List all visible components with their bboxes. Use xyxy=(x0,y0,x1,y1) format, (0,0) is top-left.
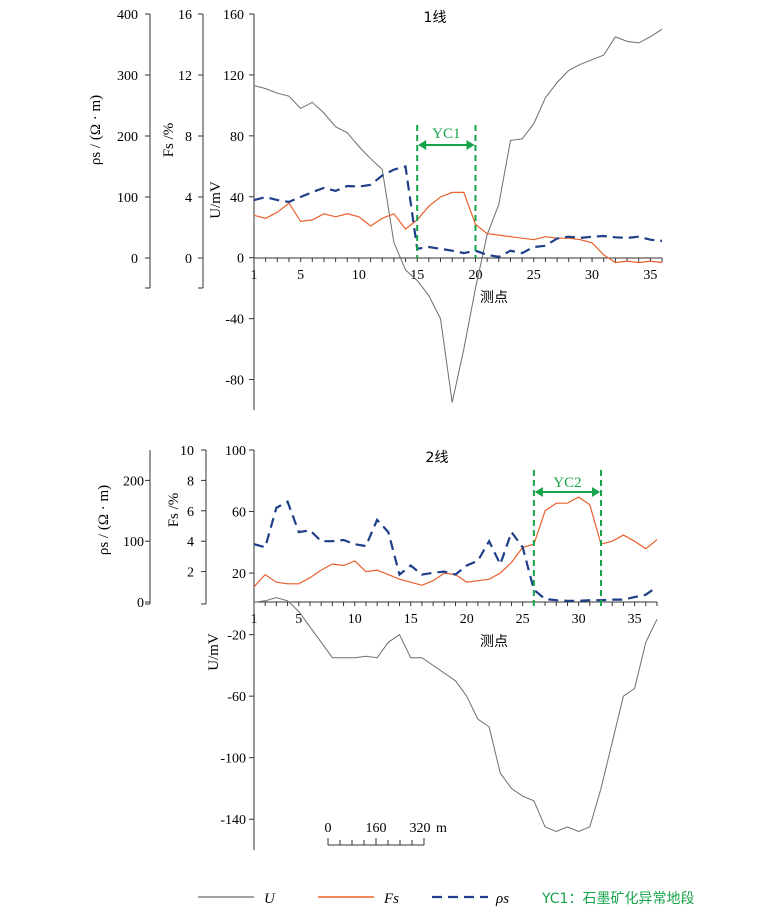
x-axis-tick-label: 25 xyxy=(527,268,541,283)
x-axis-tick-label: 25 xyxy=(516,612,530,627)
scale-bar: 0 160 320 m xyxy=(325,821,447,846)
axis-fs-tick-label: 10 xyxy=(180,444,194,459)
axis-u-tick-label: 60 xyxy=(232,506,246,521)
x-axis-tick-label: 20 xyxy=(468,268,482,283)
axis-u-tick-label: -140 xyxy=(220,813,246,828)
x-axis-tick-label: 30 xyxy=(585,268,599,283)
panel-1-anomaly: YC1 xyxy=(416,125,477,258)
panel-2-xlabel: 测点 xyxy=(480,634,508,650)
axis-fs-tick-label: 16 xyxy=(178,8,192,23)
anomaly-arrow-right xyxy=(592,487,601,497)
axis-u-tick-label: -20 xyxy=(227,629,246,644)
panel-2-u-label: U/mV xyxy=(206,633,222,671)
legend: U Fs ρs YC1：石墨矿化异常地段 xyxy=(198,891,694,907)
panel-1-fs-label: Fs /% xyxy=(161,123,177,158)
axis-rho-tick-label: 100 xyxy=(117,191,138,206)
scale-bar-label-0: 0 xyxy=(325,821,332,836)
anomaly-arrow-left xyxy=(534,487,543,497)
axis-fs-tick-label: 6 xyxy=(187,505,194,520)
series-line-u xyxy=(253,28,663,403)
legend-u-label: U xyxy=(264,891,276,907)
panel-2-title: 2线 xyxy=(426,450,449,466)
series-line-fs xyxy=(253,191,663,264)
x-axis-tick-label: 5 xyxy=(295,612,302,627)
x-axis-tick-label: 35 xyxy=(643,268,657,283)
panel-1-title: 1线 xyxy=(424,10,447,26)
axis-u-tick-label: 100 xyxy=(225,444,246,459)
axis-u-tick-label: -100 xyxy=(220,752,246,767)
axis-u-tick-label: 40 xyxy=(230,191,244,206)
panel-1-xlabel: 测点 xyxy=(480,290,508,306)
panel-2-series xyxy=(253,496,658,833)
axis-u-tick-label: 160 xyxy=(223,8,244,23)
panel-1-series xyxy=(253,28,663,403)
x-axis-tick-label: 10 xyxy=(352,268,366,283)
anomaly-label: YC1 xyxy=(432,126,460,142)
x-axis-tick-label: 10 xyxy=(348,612,362,627)
legend-fs-label: Fs xyxy=(383,891,399,907)
axis-rho-tick-label: 400 xyxy=(117,8,138,23)
x-axis-tick-label: 5 xyxy=(297,268,304,283)
legend-anomaly-label: YC1：石墨矿化异常地段 xyxy=(541,891,694,907)
axis-u-tick-label: 0 xyxy=(237,252,244,267)
anomaly-arrow-left xyxy=(418,140,427,150)
panel-1-rho-label: ρs / (Ω · m) xyxy=(88,95,104,165)
axis-fs-tick-label: 8 xyxy=(185,130,192,145)
x-axis-tick-label: 30 xyxy=(572,612,586,627)
panel-2-rho-label: ρs / (Ω · m) xyxy=(96,485,112,555)
axis-rho-tick-label: 0 xyxy=(137,596,144,611)
series-line-rho xyxy=(253,500,658,602)
axis-rho-tick-label: 100 xyxy=(123,535,144,550)
series-line-rho xyxy=(253,165,663,258)
axis-fs-tick-label: 8 xyxy=(187,474,194,489)
x-axis-tick-label: 1 xyxy=(251,268,258,283)
anomaly-label: YC2 xyxy=(553,475,581,491)
scale-bar-label-320: 320 xyxy=(410,821,431,836)
axis-rho-tick-label: 0 xyxy=(131,252,138,267)
axis-rho-tick-label: 200 xyxy=(117,130,138,145)
axis-fs-tick-label: 0 xyxy=(185,252,192,267)
panel-2-anomaly: YC2 xyxy=(532,470,603,610)
series-line-u xyxy=(253,597,658,833)
panel-2-fs-label: Fs /% xyxy=(166,493,182,528)
panel-1-u-label: U/mV xyxy=(208,181,224,219)
x-axis-tick-label: 15 xyxy=(404,612,418,627)
legend-rho-label: ρs xyxy=(495,891,509,907)
axis-u-tick-label: -60 xyxy=(227,690,246,705)
x-axis-tick-label: 35 xyxy=(628,612,642,627)
axis-rho-tick-label: 300 xyxy=(117,69,138,84)
axis-u-tick-label: 20 xyxy=(232,567,246,582)
scale-bar-unit: m xyxy=(436,821,447,836)
scale-bar-label-160: 160 xyxy=(366,821,387,836)
x-axis-tick-label: 1 xyxy=(251,612,258,627)
axis-rho-tick-label: 200 xyxy=(123,474,144,489)
anomaly-arrow-right xyxy=(466,140,475,150)
axis-u-tick-label: 80 xyxy=(230,130,244,145)
axis-fs-tick-label: 12 xyxy=(178,69,192,84)
x-axis-tick-label: 20 xyxy=(460,612,474,627)
axis-u-tick-label: 120 xyxy=(223,69,244,84)
axis-u-tick-label: -80 xyxy=(225,374,244,389)
axis-u-tick-label: -40 xyxy=(225,313,244,328)
axis-fs-tick-label: 4 xyxy=(185,191,192,206)
x-axis-tick-label: 15 xyxy=(410,268,424,283)
axis-fs-tick-label: 4 xyxy=(187,535,194,550)
axis-fs-tick-label: 2 xyxy=(187,566,194,581)
